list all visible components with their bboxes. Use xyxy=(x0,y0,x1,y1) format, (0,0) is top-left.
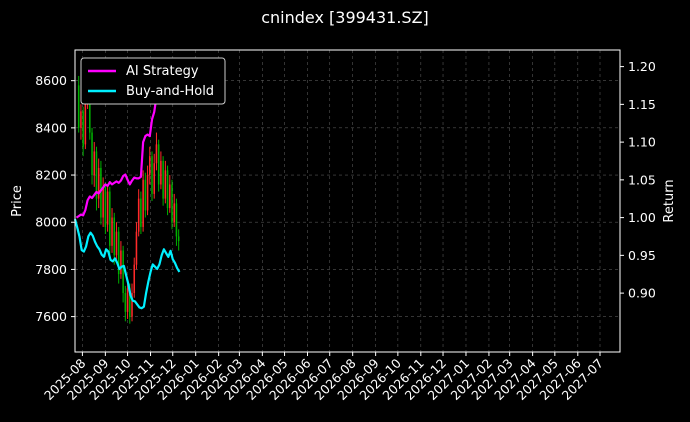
candle-body xyxy=(104,186,107,227)
right-tick-label: 1.15 xyxy=(628,97,656,112)
candle-body xyxy=(111,217,113,246)
candle-body xyxy=(166,170,169,209)
candle-body xyxy=(124,293,127,312)
right-tick-label: 1.10 xyxy=(628,135,656,150)
candle-body xyxy=(122,250,124,294)
legend-label-buy-and-hold: Buy-and-Hold xyxy=(126,84,214,99)
left-tick-label: 7600 xyxy=(35,309,67,324)
candle-body xyxy=(97,167,100,199)
candle-body xyxy=(173,203,176,223)
left-tick-label: 8400 xyxy=(35,120,67,135)
y2-axis-label: Return xyxy=(662,179,677,222)
legend: AI Strategy Buy-and-Hold xyxy=(80,57,226,105)
y-axis-label: Price xyxy=(10,185,25,217)
candle-body xyxy=(93,151,96,176)
candle-body xyxy=(164,170,167,199)
candle-body xyxy=(171,184,173,223)
right-tick-label: 0.95 xyxy=(628,248,656,263)
right-axis-ticks: 0.90 0.95 1.00 1.05 1.10 1.15 1.20 xyxy=(620,59,656,301)
left-axis-ticks: 7600 7800 8000 8200 8400 8600 xyxy=(35,73,75,324)
left-tick-label: 8600 xyxy=(35,73,67,88)
candle-body xyxy=(80,111,82,128)
candle-body xyxy=(144,179,147,211)
candle-body xyxy=(169,184,171,209)
candle-body xyxy=(113,217,116,256)
candle-body xyxy=(153,163,156,194)
candle-body xyxy=(84,99,87,145)
chart-title: cnindex [399431.SZ] xyxy=(261,8,429,27)
return-series xyxy=(73,62,181,310)
left-tick-label: 7800 xyxy=(35,262,67,277)
candle-body xyxy=(157,144,160,185)
candle-body xyxy=(117,231,120,275)
legend-box xyxy=(80,57,226,105)
plot-frame xyxy=(74,49,621,353)
candle-body xyxy=(131,293,133,317)
right-tick-label: 1.20 xyxy=(628,59,656,74)
candle-body xyxy=(133,264,136,294)
left-tick-label: 8000 xyxy=(35,215,67,230)
right-tick-label: 1.00 xyxy=(628,210,656,225)
candle-body xyxy=(106,191,109,225)
candle-body xyxy=(177,236,180,242)
candle-body xyxy=(102,186,104,218)
candle-body xyxy=(109,191,111,246)
legend-label-ai-strategy: AI Strategy xyxy=(126,64,199,79)
candle-body xyxy=(142,179,144,227)
candle-body xyxy=(129,288,131,317)
buy-and-hold-line xyxy=(73,218,181,310)
candle-body xyxy=(160,160,162,185)
candle-body xyxy=(137,198,140,232)
right-tick-label: 0.90 xyxy=(628,286,656,301)
candle-body xyxy=(89,80,91,133)
candle-body xyxy=(140,198,142,227)
candle-body xyxy=(175,203,178,237)
candle-body xyxy=(120,250,122,275)
left-tick-label: 8200 xyxy=(35,168,67,183)
candle-body xyxy=(95,151,98,199)
candle-body xyxy=(135,231,138,265)
candle-body xyxy=(126,288,129,312)
candle-body xyxy=(162,160,164,199)
candle-body xyxy=(77,85,80,128)
right-tick-label: 1.05 xyxy=(628,172,656,187)
candle-body xyxy=(91,132,93,176)
candle-body xyxy=(100,167,102,218)
candle-body xyxy=(155,144,158,164)
candle-body xyxy=(151,156,153,194)
ai-strategy-line xyxy=(75,62,165,219)
candle-body xyxy=(149,156,151,176)
candle-body xyxy=(82,111,84,147)
x-axis-ticks: 2025-082025-092025-102025-112025-122026-… xyxy=(41,352,606,403)
candle-body xyxy=(115,231,118,256)
candle-body xyxy=(146,175,149,211)
